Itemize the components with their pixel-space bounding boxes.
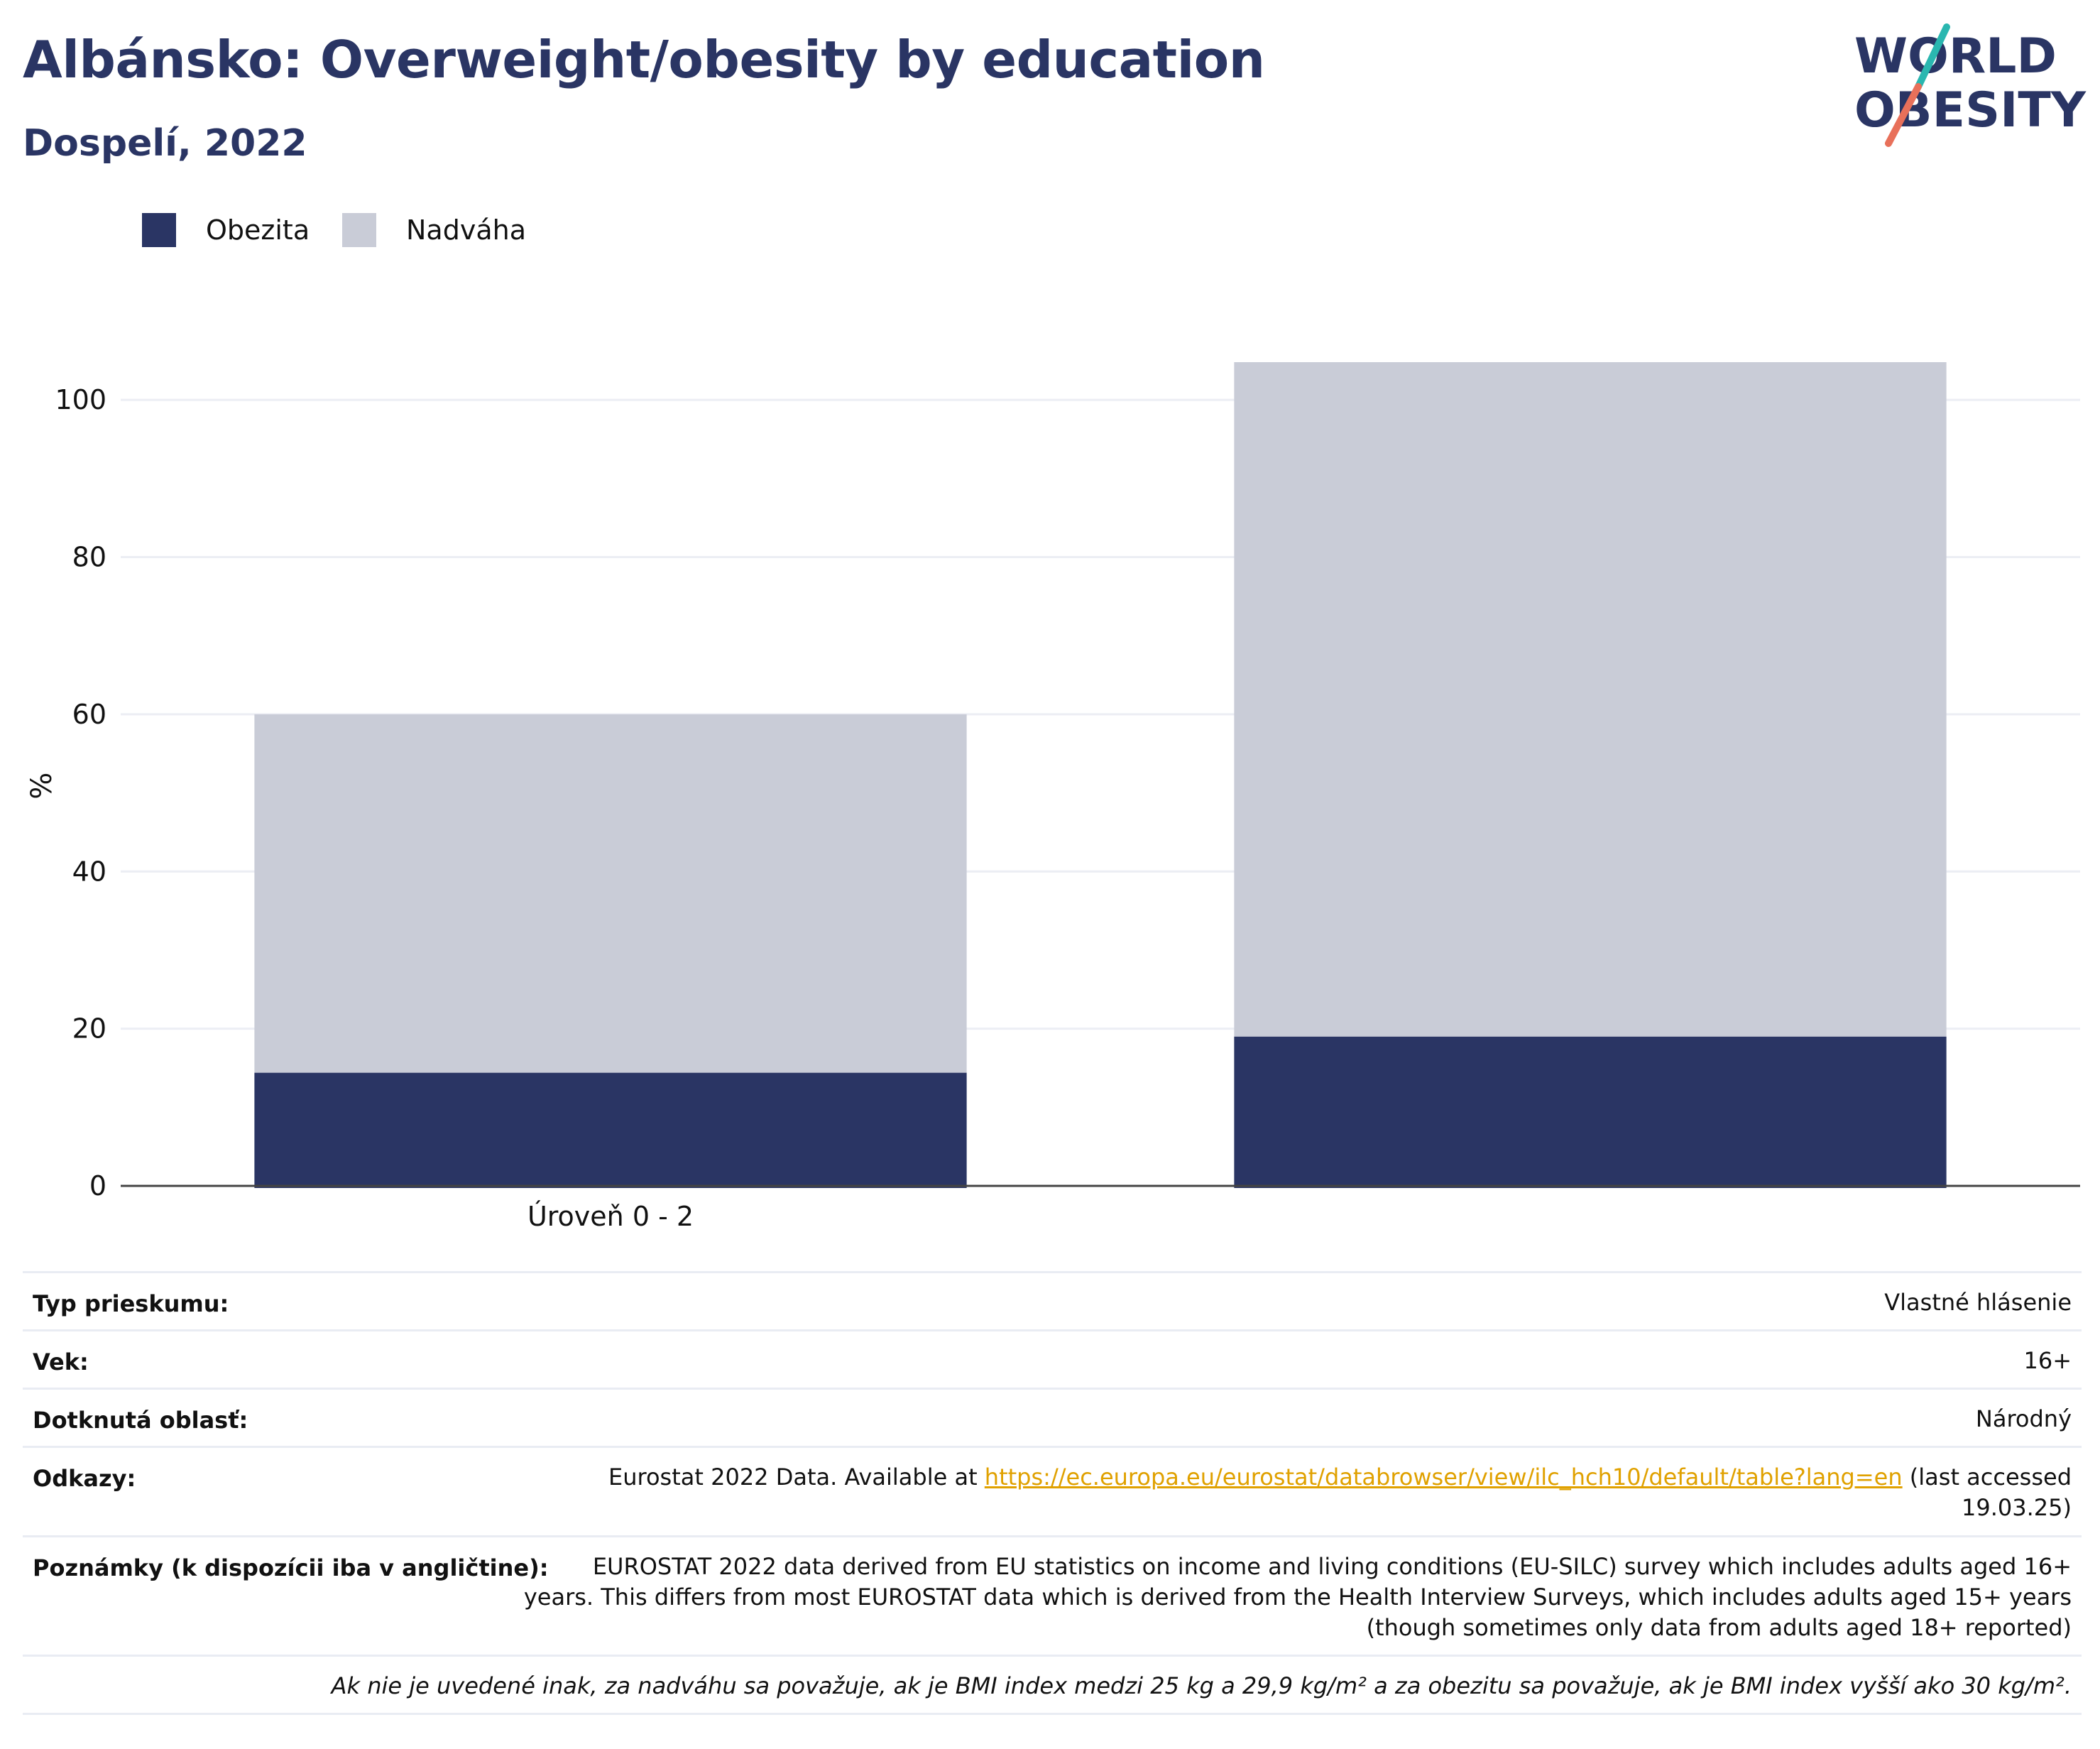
info-label-area: Dotknutá oblasť: (33, 1407, 248, 1434)
chart-canvas: 0 20 40 60 80 100% Úroveň 0 - 2 (26, 362, 2080, 1232)
stacked-bar-chart: 0 20 40 60 80 100% Úroveň 0 - 2 (0, 341, 2100, 1236)
info-value-survey-type: Vlastné hlásenie (1884, 1289, 2072, 1316)
y-tick-label-0: 0 (89, 1170, 106, 1202)
table-bottom-border (23, 1713, 2082, 1715)
bar-obezita-1 (1234, 1036, 1947, 1188)
y-tick-label-40: 40 (72, 856, 106, 887)
bar-nadv-ha-0 (254, 714, 967, 1073)
info-row-notes: Poznámky (k dispozícii iba v angličtine)… (23, 1535, 2082, 1655)
legend-swatch-obezita (142, 213, 176, 247)
info-row-references: Odkazy: Eurostat 2022 Data. Available at… (23, 1446, 2082, 1535)
info-row-age: Vek: 16+ (23, 1329, 2082, 1388)
bar-nadv-ha-1 (1234, 362, 1947, 1037)
info-label-age: Vek: (33, 1348, 89, 1375)
info-row-area: Dotknutá oblasť: Národný (23, 1388, 2082, 1446)
legend-label-obezita: Obezita (206, 214, 310, 246)
info-value-notes: EUROSTAT 2022 data derived from EU stati… (524, 1552, 2072, 1643)
page-subtitle: Dospelí, 2022 (23, 122, 307, 165)
x-tick-label-0: Úroveň 0 - 2 (527, 1201, 694, 1232)
info-row-survey-type: Typ prieskumu: Vlastné hlásenie (23, 1271, 2082, 1329)
info-table: Typ prieskumu: Vlastné hlásenie Vek: 16+… (23, 1271, 2082, 1715)
info-row-footnote: Ak nie je uvedené inak, za nadváhu sa po… (23, 1655, 2082, 1713)
bar-obezita-0 (254, 1072, 967, 1188)
y-tick-label-80: 80 (72, 542, 106, 573)
y-tick-label-20: 20 (72, 1013, 106, 1045)
info-label-survey-type: Typ prieskumu: (33, 1290, 229, 1317)
logo-line1: WORLD (1854, 28, 2057, 85)
info-value-area: Národný (1975, 1405, 2072, 1432)
y-tick-label-100: 100 (55, 384, 106, 415)
page-title: Albánsko: Overweight/obesity by educatio… (23, 30, 1265, 89)
legend-label-nadvaha: Nadváha (406, 214, 526, 246)
reference-suffix-2: 19.03.25) (1962, 1494, 2072, 1521)
notes-line-1: EUROSTAT 2022 data derived from EU stati… (592, 1553, 2072, 1580)
y-tick-label-60: 60 (72, 699, 106, 730)
footnote: Ak nie je uvedené inak, za nadváhu sa po… (331, 1672, 2072, 1699)
notes-line-2: years. This differs from most EUROSTAT d… (523, 1584, 2072, 1611)
reference-suffix-1: (last accessed (1902, 1464, 2072, 1491)
legend-swatch-nadvaha (342, 213, 376, 247)
info-value-references: Eurostat 2022 Data. Available at https:/… (608, 1462, 2072, 1523)
info-label-references: Odkazy: (33, 1465, 136, 1492)
y-axis-label: % (26, 773, 58, 800)
notes-line-3: (though sometimes only data from adults … (1366, 1614, 2072, 1641)
world-obesity-logo: WORLD OBESITY (1853, 21, 2094, 149)
info-value-age: 16+ (2023, 1347, 2072, 1374)
info-label-notes: Poznámky (k dispozícii iba v angličtine)… (33, 1554, 549, 1581)
logo-line2: OBESITY (1854, 82, 2087, 138)
reference-link[interactable]: https://ec.europa.eu/eurostat/databrowse… (984, 1464, 1903, 1491)
reference-prefix: Eurostat 2022 Data. Available at (608, 1464, 985, 1491)
